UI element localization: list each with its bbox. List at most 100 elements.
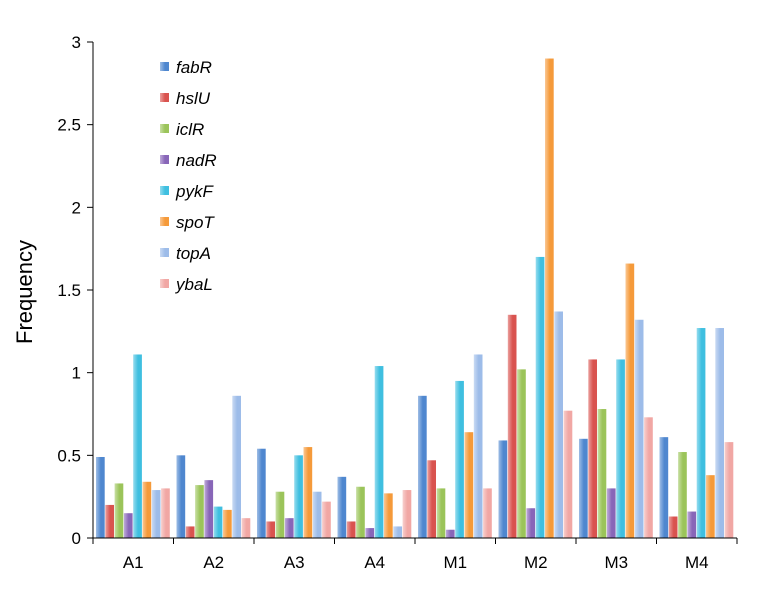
bar-ybaL-A1 (161, 488, 170, 538)
y-axis-title: Frequency (12, 240, 37, 344)
bar-fabR-M2 (498, 440, 508, 538)
legend-label-pykF: pykF (175, 182, 214, 201)
bar-iclR-M4 (678, 452, 687, 538)
bar-fabR-A4 (337, 476, 347, 538)
legend-label-iclR: iclR (176, 120, 204, 139)
bar-fabR-M3 (579, 438, 588, 538)
y-tick-label: 2.5 (57, 116, 81, 135)
bar-pykF-M1 (455, 380, 464, 538)
y-tick-label: 2 (72, 198, 81, 217)
bar-ybaL-A2 (241, 518, 251, 538)
bar-iclR-A3 (275, 491, 285, 538)
bars-group (96, 58, 734, 538)
x-tick-label: A4 (364, 553, 385, 572)
bar-hslU-M1 (427, 460, 436, 538)
legend-label-spoT: spoT (176, 213, 215, 232)
bar-iclR-M1 (436, 488, 446, 538)
y-tick-label: 0.5 (57, 446, 81, 465)
bar-topA-A2 (232, 395, 241, 538)
bar-hslU-A2 (185, 526, 195, 538)
bar-hslU-M3 (588, 359, 597, 538)
legend-swatch-hslU (160, 93, 169, 102)
legend-swatch-fabR (160, 62, 169, 71)
bar-ybaL-M3 (644, 417, 653, 538)
bar-spoT-A2 (223, 509, 232, 538)
bar-iclR-M3 (597, 409, 607, 538)
bar-ybaL-M4 (724, 442, 734, 538)
bar-pykF-A1 (133, 354, 142, 538)
bar-pykF-M3 (616, 359, 625, 538)
x-tick-label: A2 (203, 553, 224, 572)
legend-swatch-iclR (160, 124, 169, 133)
bar-spoT-A4 (384, 493, 393, 538)
bar-ybaL-A4 (402, 490, 412, 538)
bar-iclR-A2 (195, 485, 204, 538)
legend-swatch-spoT (160, 217, 169, 226)
bar-pykF-A4 (374, 366, 384, 538)
bar-pykF-A2 (213, 506, 223, 538)
bar-spoT-A3 (303, 447, 313, 538)
legend-swatch-nadR (160, 155, 169, 164)
x-tick-label: M2 (524, 553, 548, 572)
bar-hslU-M4 (668, 516, 678, 538)
bar-hslU-A1 (105, 504, 114, 538)
bar-pykF-M2 (535, 256, 545, 538)
legend-label-nadR: nadR (176, 151, 217, 170)
x-tick-label: M1 (443, 553, 467, 572)
bar-fabR-A2 (176, 455, 186, 538)
bar-spoT-M1 (464, 432, 474, 538)
bar-spoT-M3 (625, 263, 635, 538)
bar-nadR-A4 (365, 528, 375, 538)
bar-ybaL-M2 (563, 410, 573, 538)
y-tick-label: 0 (72, 529, 81, 548)
y-tick-label: 1.5 (57, 281, 81, 300)
bar-fabR-M4 (659, 437, 669, 538)
y-tick-label: 1 (72, 364, 81, 383)
legend-swatch-topA (160, 248, 169, 257)
x-tick-label: A3 (284, 553, 305, 572)
bar-fabR-A3 (257, 448, 266, 538)
bar-hslU-A4 (346, 521, 356, 538)
bar-topA-A4 (393, 526, 402, 538)
bar-nadR-A1 (123, 513, 133, 538)
bar-nadR-M4 (687, 511, 697, 538)
bar-topA-A1 (151, 490, 161, 538)
bar-iclR-A1 (114, 483, 124, 538)
bar-nadR-A2 (204, 480, 214, 538)
bar-iclR-M2 (517, 369, 526, 538)
bar-topA-M4 (715, 328, 724, 538)
bar-fabR-M1 (418, 395, 427, 538)
legend-label-topA: topA (176, 244, 211, 263)
bar-iclR-A4 (356, 486, 365, 538)
legend-label-hslU: hslU (176, 89, 211, 108)
bar-ybaL-M1 (483, 488, 492, 538)
bar-nadR-A3 (284, 518, 294, 538)
bar-topA-M1 (473, 354, 483, 538)
legend-label-ybaL: ybaL (175, 275, 213, 294)
bar-topA-M2 (554, 311, 563, 538)
bar-nadR-M3 (606, 488, 616, 538)
bar-topA-M3 (634, 319, 644, 538)
bar-pykF-A3 (294, 455, 303, 538)
bar-topA-A3 (312, 491, 322, 538)
y-tick-label: 3 (72, 33, 81, 52)
x-tick-label: A1 (123, 553, 144, 572)
bar-spoT-A1 (142, 481, 152, 538)
bar-nadR-M2 (526, 508, 536, 538)
axes-group: 0 0.5 1 1.5 2 2.5 3 A1 A2 A3 A4 M1 M2 M3 M4 (57, 33, 738, 572)
legend: fabR hslU iclR nadR pykF spoT topA ybaL (160, 58, 217, 294)
legend-swatch-pykF (160, 186, 169, 195)
legend-label-fabR: fabR (176, 58, 212, 77)
bar-ybaL-A3 (322, 501, 331, 538)
legend-swatch-ybaL (160, 279, 169, 288)
x-tick-label: M3 (604, 553, 628, 572)
bar-nadR-M1 (445, 529, 455, 538)
bar-spoT-M2 (545, 58, 554, 538)
bar-hslU-A3 (266, 521, 275, 538)
x-tick-label: M4 (685, 553, 709, 572)
bar-spoT-M4 (706, 475, 715, 538)
bar-hslU-M2 (507, 314, 517, 538)
bar-fabR-A1 (96, 456, 105, 538)
bar-pykF-M4 (696, 328, 706, 538)
